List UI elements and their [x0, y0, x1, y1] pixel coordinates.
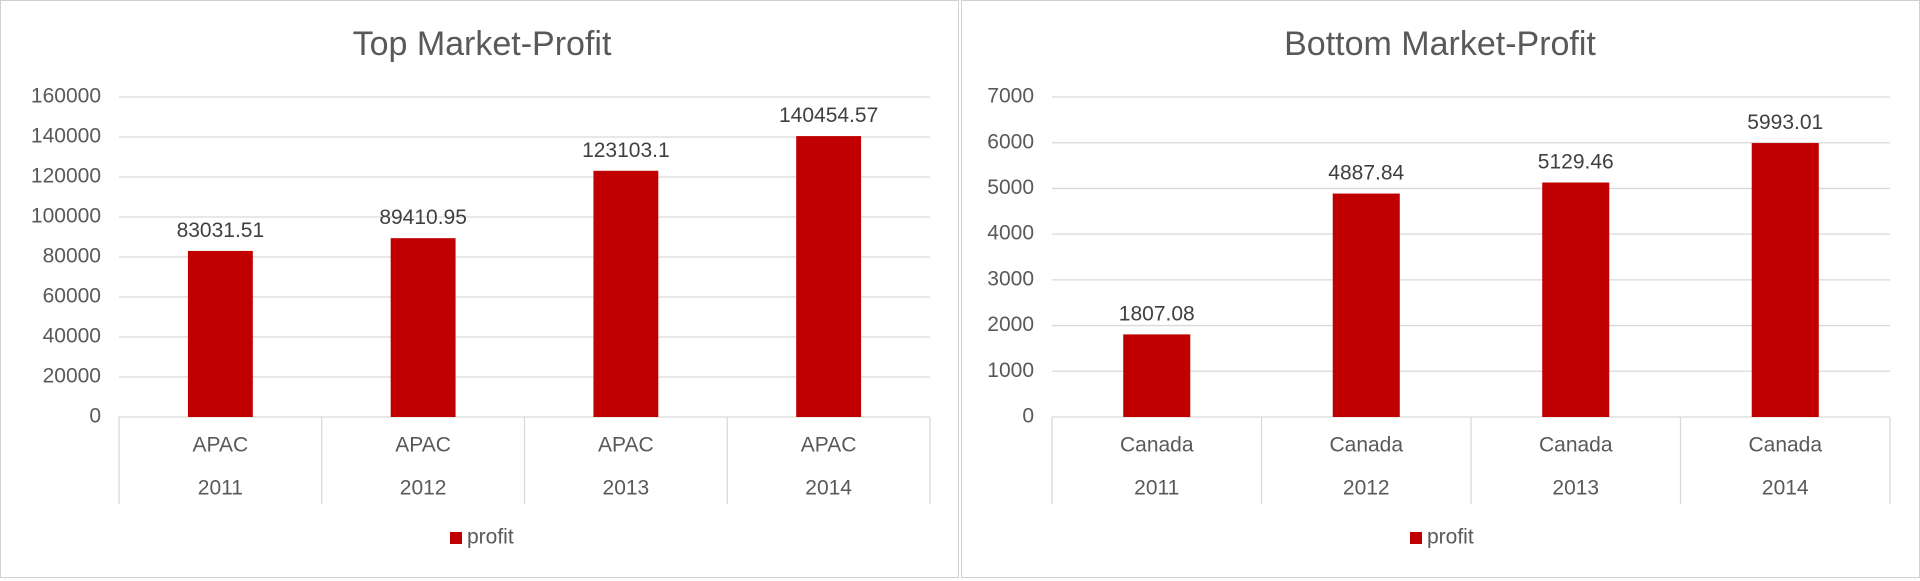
y-tick-label: 3000: [987, 267, 1034, 290]
data-label: 89410.95: [379, 206, 467, 229]
category-year-label: 2011: [1134, 477, 1179, 500]
bar: [390, 238, 456, 417]
category-market-label: Canada: [1748, 434, 1822, 457]
y-tick-label: 1000: [987, 359, 1034, 382]
bottom-market-chart-panel: Bottom Market-Profit 0 1000 2000 3000 4000 50…: [961, 0, 1920, 578]
category-market-label: Canada: [1539, 434, 1613, 457]
y-tick-label: 80000: [43, 245, 101, 268]
y-tick-label: 0: [89, 405, 101, 428]
data-label: 140454.57: [779, 104, 878, 127]
bar: [593, 170, 659, 417]
y-tick-label: 40000: [43, 325, 101, 348]
y-tick-label: 7000: [987, 85, 1034, 108]
category-market-label: APAC: [598, 434, 654, 457]
category-market-label: Canada: [1120, 434, 1194, 457]
legend-label: profit: [1427, 526, 1474, 549]
category-year-label: 2014: [1762, 477, 1809, 500]
legend-label: profit: [467, 526, 514, 549]
category-market-label: Canada: [1329, 434, 1403, 457]
data-label: 1807.08: [1119, 302, 1195, 325]
y-tick-label: 20000: [43, 365, 101, 388]
category-year-label: 2013: [1552, 477, 1599, 500]
bar: [796, 136, 862, 417]
y-tick-label: 100000: [31, 205, 101, 228]
category-year-label: 2014: [805, 477, 852, 500]
bar: [1542, 182, 1610, 417]
y-tick-label: 0: [1022, 405, 1034, 428]
top-market-chart-panel: Top Market-Profit 0 20000 40000 60000 80000 1…: [0, 0, 959, 578]
data-label: 123103.1: [582, 139, 670, 162]
data-label: 5993.01: [1747, 111, 1823, 134]
bar: [1123, 334, 1191, 417]
legend-swatch: [1410, 532, 1422, 544]
bar: [1332, 193, 1400, 417]
y-tick-label: 4000: [987, 222, 1034, 245]
y-tick-label: 2000: [987, 313, 1034, 336]
category-market-label: APAC: [801, 434, 857, 457]
bar: [187, 250, 253, 417]
y-tick-label: 160000: [31, 85, 101, 108]
y-tick-label: 5000: [987, 176, 1034, 199]
category-year-label: 2011: [198, 477, 243, 500]
chart-title: Bottom Market-Profit: [1284, 25, 1596, 63]
category-year-label: 2012: [400, 477, 447, 500]
top-market-profit-chart: Top Market-Profit 0 20000 40000 60000 80000 1…: [31, 25, 931, 549]
category-market-label: APAC: [395, 434, 451, 457]
bottom-market-profit-chart: Bottom Market-Profit 0 1000 2000 3000 4000 50…: [987, 25, 1891, 549]
data-label: 83031.51: [177, 219, 265, 242]
category-year-label: 2012: [1343, 477, 1390, 500]
data-label: 4887.84: [1328, 162, 1404, 185]
y-tick-label: 140000: [31, 125, 101, 148]
y-tick-label: 60000: [43, 285, 101, 308]
y-tick-label: 120000: [31, 165, 101, 188]
bar: [1751, 143, 1819, 418]
y-tick-label: 6000: [987, 130, 1034, 153]
category-year-label: 2013: [603, 477, 650, 500]
data-label: 5129.46: [1538, 151, 1614, 174]
chart-title: Top Market-Profit: [353, 25, 612, 63]
category-market-label: APAC: [193, 434, 249, 457]
legend-swatch: [450, 532, 462, 544]
